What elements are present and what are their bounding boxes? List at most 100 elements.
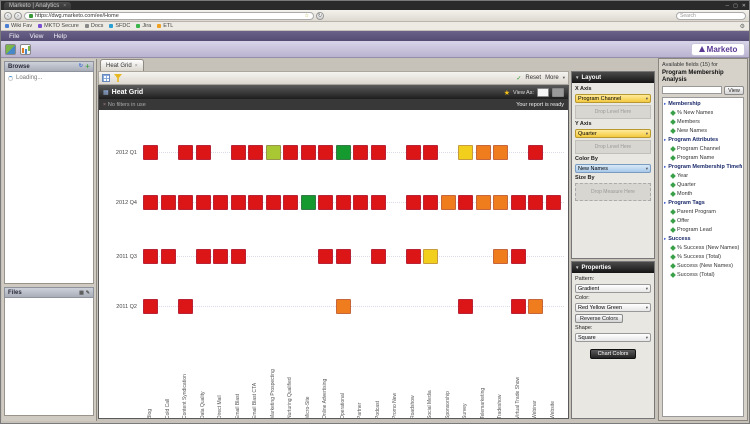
forward-button[interactable]: › [14, 11, 22, 20]
tree-item[interactable]: Quarter [664, 180, 742, 189]
heatgrid-cell[interactable] [248, 145, 263, 160]
tree-section[interactable]: ▸Program Membership Timeframe [664, 162, 742, 171]
tree-section[interactable]: ▸ Program Attributes [664, 135, 742, 144]
heatgrid-cell[interactable] [353, 145, 368, 160]
shape-dropdown[interactable]: Square ▾ [575, 333, 651, 342]
grid-view-icon[interactable] [102, 74, 110, 82]
bookmark-item[interactable]: Docs [84, 23, 103, 29]
tree-item[interactable]: Month [664, 189, 742, 198]
tree-item[interactable]: Parent Program [664, 207, 742, 216]
heatgrid-cell[interactable] [160, 249, 176, 264]
heatgrid-cell[interactable] [353, 195, 368, 210]
heatgrid-cell[interactable] [475, 145, 491, 160]
heatgrid-cell[interactable] [265, 195, 281, 210]
heatgrid-cell[interactable] [493, 145, 508, 160]
heatgrid-cell[interactable] [213, 195, 228, 210]
maximize-icon[interactable]: ▢ [733, 2, 738, 9]
browse-panel-header[interactable]: Browse ↻ ＋ [4, 61, 94, 72]
heatgrid-cell[interactable] [160, 195, 176, 210]
heatgrid-cell[interactable] [335, 145, 351, 160]
heatgrid-cell[interactable] [370, 249, 386, 264]
heatgrid-cell[interactable] [178, 195, 193, 210]
tree-item[interactable]: Program Lead [664, 225, 742, 234]
heatgrid-cell[interactable] [528, 299, 543, 314]
collapse-arrow-icon[interactable]: ▼ [575, 265, 580, 270]
tab-heat-grid[interactable]: Heat Grid × [100, 59, 144, 71]
y-axis-drop-zone[interactable]: Drop Level Here [575, 140, 651, 154]
close-icon[interactable]: ✕ [741, 2, 746, 9]
heatgrid-cell[interactable] [528, 195, 543, 210]
tree-item[interactable]: Members [664, 117, 742, 126]
collapse-arrow-icon[interactable]: ▼ [575, 75, 580, 80]
tree-item[interactable]: New Names [664, 126, 742, 135]
heatgrid-cell[interactable] [405, 145, 421, 160]
search-input[interactable]: Search [676, 11, 746, 20]
tree-item[interactable]: Program Name [664, 153, 742, 162]
expand-arrow-icon[interactable]: ▸ [664, 100, 667, 106]
heatgrid-cell[interactable] [458, 145, 473, 160]
tree-item[interactable]: Success (New Names) [664, 261, 742, 270]
x-axis-drop-zone[interactable]: Drop Level Here [575, 105, 651, 119]
filter-funnel-icon[interactable] [114, 74, 122, 82]
minimize-icon[interactable]: ─ [725, 2, 730, 9]
refresh-icon[interactable]: ↻ [78, 63, 83, 69]
heatgrid-cell[interactable] [195, 145, 211, 160]
heatgrid-cell[interactable] [510, 249, 526, 264]
heatgrid-cell[interactable] [283, 145, 298, 160]
reverse-colors-button[interactable]: Reverse Colors [575, 314, 623, 323]
heatgrid-cell[interactable] [318, 195, 333, 210]
heatgrid-cell[interactable] [300, 145, 316, 160]
heatgrid-cell[interactable] [265, 145, 281, 160]
clear-filter-icon[interactable]: × [103, 101, 106, 108]
heatgrid-cell[interactable] [318, 145, 333, 160]
menu-view[interactable]: View [29, 32, 44, 40]
tab-close-icon[interactable]: × [134, 62, 138, 69]
tree-section[interactable]: ▸ Membership [664, 99, 742, 108]
tree-item[interactable]: Success (Total) [664, 270, 742, 279]
settings-gear-icon[interactable]: ⚙ [739, 23, 745, 30]
view-toggle-grid[interactable] [537, 88, 549, 97]
heatgrid-cell[interactable] [230, 145, 246, 160]
heatgrid-cell[interactable] [195, 249, 211, 264]
tab-close-icon[interactable]: × [63, 3, 67, 9]
view-toggle-chart[interactable] [552, 88, 564, 97]
add-icon[interactable]: ＋ [84, 64, 90, 70]
heatgrid-cell[interactable] [143, 299, 158, 314]
heatgrid-cell[interactable] [528, 145, 543, 160]
heatgrid-cell[interactable] [335, 249, 351, 264]
heatgrid-cell[interactable] [493, 249, 508, 264]
menu-file[interactable]: File [9, 32, 20, 40]
heatgrid-cell[interactable] [510, 299, 526, 314]
heatgrid-cell[interactable] [300, 195, 316, 210]
heatgrid-cell[interactable] [178, 299, 193, 314]
heatgrid-cell[interactable] [370, 195, 386, 210]
heatgrid-cell[interactable] [440, 195, 456, 210]
heatgrid-cell[interactable] [545, 195, 561, 210]
heatgrid-cell[interactable] [458, 195, 473, 210]
heatgrid-cell[interactable] [143, 145, 158, 160]
heatgrid-cell[interactable] [318, 249, 333, 264]
heatgrid-cell[interactable] [230, 249, 246, 264]
edit-pencil-icon[interactable]: ✎ [85, 289, 90, 296]
url-field[interactable]: https://dwg.marketo.com/ee/Home ☆ [24, 11, 314, 20]
layout-panel-header[interactable]: ▼ Layout [572, 72, 654, 83]
expand-arrow-icon[interactable]: ▸ [664, 136, 667, 142]
field-search-input[interactable] [662, 86, 722, 94]
tree-item[interactable]: Offer [664, 216, 742, 225]
heatgrid-cell[interactable] [370, 145, 386, 160]
tree-item[interactable]: % Success (Total) [664, 252, 742, 261]
y-axis-dropdown[interactable]: Quarter ▾ [575, 129, 651, 138]
heatgrid-cell[interactable] [475, 195, 491, 210]
tree-item[interactable]: Year [664, 171, 742, 180]
favorite-star-icon[interactable]: ★ [503, 89, 510, 97]
bookmark-item[interactable]: Wiki Fav [5, 23, 32, 29]
heatgrid-cell[interactable] [405, 195, 421, 210]
heatgrid-cell[interactable] [230, 195, 246, 210]
files-panel-header[interactable]: Files ▦ ✎ [4, 287, 94, 298]
heatgrid-cell[interactable] [335, 195, 351, 210]
bookmark-item[interactable]: MKTO Secure [38, 23, 79, 29]
heatgrid-cell[interactable] [423, 195, 438, 210]
expand-arrow-icon[interactable]: ▸ [664, 199, 667, 205]
chart-colors-button[interactable]: Chart Colors [590, 349, 636, 359]
heatgrid-cell[interactable] [283, 195, 298, 210]
